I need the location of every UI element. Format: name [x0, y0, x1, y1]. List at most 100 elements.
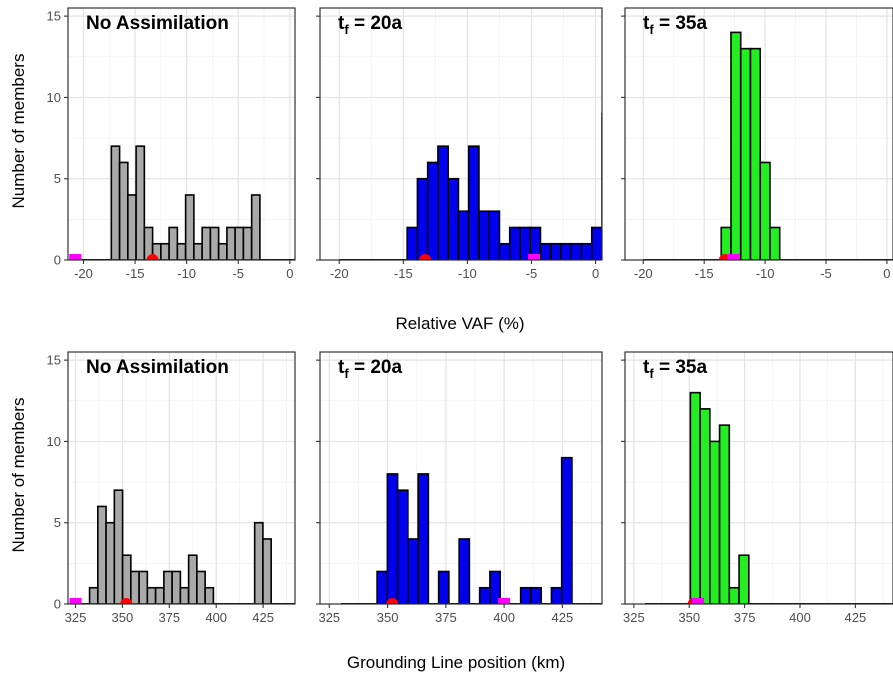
histogram-bar: [416, 177, 429, 260]
x-tick-label: 400: [205, 610, 227, 625]
histogram-bar: [437, 570, 450, 604]
x-tick-label: 375: [734, 610, 756, 625]
histogram-bar: [478, 586, 491, 604]
x-tick-label: 375: [435, 610, 457, 625]
histogram-bar: [201, 226, 212, 260]
x-tick-label: 400: [789, 610, 811, 625]
magenta-square-marker: [69, 254, 82, 260]
panel-6: 325 350 375 400 425 tf = 35a: [621, 351, 893, 625]
x-tick-label: 375: [158, 610, 180, 625]
histogram-bar: [508, 226, 521, 260]
histogram-bar: [549, 242, 562, 260]
histogram-bar: [113, 489, 124, 604]
plot-area: [644, 391, 893, 604]
histogram-bar: [88, 586, 99, 604]
histogram-bar: [728, 586, 740, 604]
x-tick-label: -10: [177, 266, 196, 281]
plot-area: [643, 31, 893, 260]
histogram-bar: [689, 391, 701, 604]
x-tick-label: 0: [286, 266, 293, 281]
histogram-bar: [749, 47, 762, 260]
x-tick-label: -20: [330, 266, 349, 281]
histogram-bar: [386, 473, 399, 604]
x-tick-label: 350: [678, 610, 700, 625]
x-tick-label: -10: [756, 266, 775, 281]
x-tick-label: 0: [883, 266, 890, 281]
panel-border: [319, 7, 603, 261]
x-tick-label: -10: [458, 266, 477, 281]
histogram-bar: [530, 586, 542, 604]
histogram-bar: [738, 554, 750, 604]
histogram-bar: [121, 554, 132, 604]
x-tick-label: 350: [377, 610, 399, 625]
histogram-bar: [171, 570, 182, 604]
x-tick-label: -20: [634, 266, 653, 281]
panel-5: 325 350 375 400 425 tf = 20a: [316, 351, 603, 625]
histogram-bar: [407, 538, 419, 604]
panel-4: 325 350 375 400 425 0 5 10 15 No Assimilation: [47, 351, 296, 625]
histogram-bar: [179, 586, 190, 604]
histogram-bar: [498, 242, 511, 260]
histogram-bar: [226, 226, 236, 260]
histogram-bar: [560, 456, 573, 604]
histogram-bar: [580, 242, 593, 260]
histogram-bar: [127, 194, 137, 260]
histogram-bar: [457, 210, 470, 260]
histogram-bar: [437, 145, 449, 260]
red-dot-marker: [386, 598, 399, 604]
panel-border: [624, 7, 893, 261]
plot-area: [339, 112, 602, 260]
panel-background: [68, 8, 295, 260]
x-tick-label: -15: [126, 266, 145, 281]
histogram-bar: [709, 440, 721, 604]
x-tick-label: 0: [592, 266, 599, 281]
histogram-bar: [447, 177, 460, 260]
x-tick-label: 325: [65, 610, 87, 625]
histogram-bar: [739, 47, 752, 260]
histogram-bar: [590, 226, 602, 260]
histogram-bar: [146, 586, 157, 604]
histogram-bar: [406, 226, 419, 260]
panel-border: [319, 351, 603, 605]
histogram-bar: [560, 242, 573, 260]
panel-background: [625, 352, 893, 604]
y-tick-label: 0: [54, 253, 61, 268]
y-tick-label: 10: [47, 90, 61, 105]
x-tick-label: 325: [623, 610, 645, 625]
y-tick-label: 5: [54, 171, 61, 186]
histogram-bar: [168, 226, 179, 260]
histogram-bar: [718, 424, 731, 604]
magenta-square-marker: [498, 598, 511, 604]
histogram-bar: [262, 538, 272, 604]
y-tick-label: 5: [54, 515, 61, 530]
x-tick-label: -5: [526, 266, 538, 281]
histogram-bar: [196, 570, 206, 604]
red-dot-marker: [419, 254, 432, 260]
histogram-bar: [209, 226, 220, 260]
histogram-bar: [160, 242, 170, 260]
histogram-bar: [253, 521, 264, 604]
histogram-bar: [250, 194, 261, 260]
panel-title: tf = 35a: [643, 13, 707, 37]
histogram-bar: [376, 570, 389, 604]
red-dot-marker: [120, 598, 133, 604]
y-tick-label: 0: [54, 597, 61, 612]
panel-3: -20 -15 -10 -5 0 tf = 35a: [621, 7, 893, 281]
panel-title: tf = 20a: [338, 13, 402, 37]
histogram-bar: [699, 408, 711, 604]
histogram-bar: [138, 570, 149, 604]
histogram-bar: [154, 586, 165, 604]
x-axis-title-top: Relative VAF (%): [395, 314, 524, 333]
x-tick-label: 400: [493, 610, 515, 625]
histogram-bar: [217, 242, 228, 260]
histogram-bar: [601, 112, 602, 260]
plot-area: [69, 145, 295, 260]
histogram-bar: [730, 31, 742, 260]
histogram-bar: [769, 226, 781, 260]
panel-border: [67, 351, 296, 605]
magenta-square-marker: [69, 598, 82, 604]
x-tick-label: 350: [112, 610, 134, 625]
panel-border: [624, 351, 893, 605]
x-tick-label: -15: [394, 266, 413, 281]
